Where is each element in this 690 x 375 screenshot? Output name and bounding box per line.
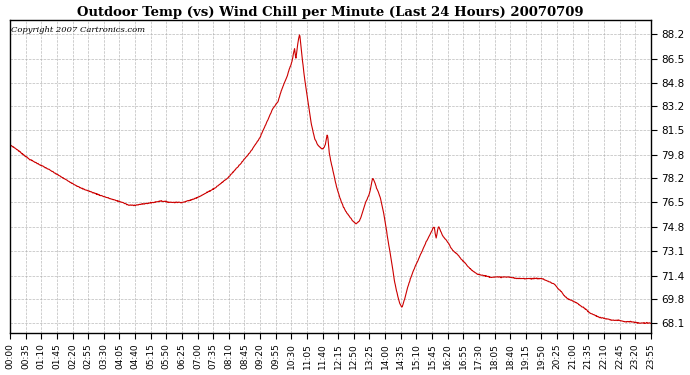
Text: Copyright 2007 Cartronics.com: Copyright 2007 Cartronics.com	[11, 26, 146, 34]
Title: Outdoor Temp (vs) Wind Chill per Minute (Last 24 Hours) 20070709: Outdoor Temp (vs) Wind Chill per Minute …	[77, 6, 584, 18]
